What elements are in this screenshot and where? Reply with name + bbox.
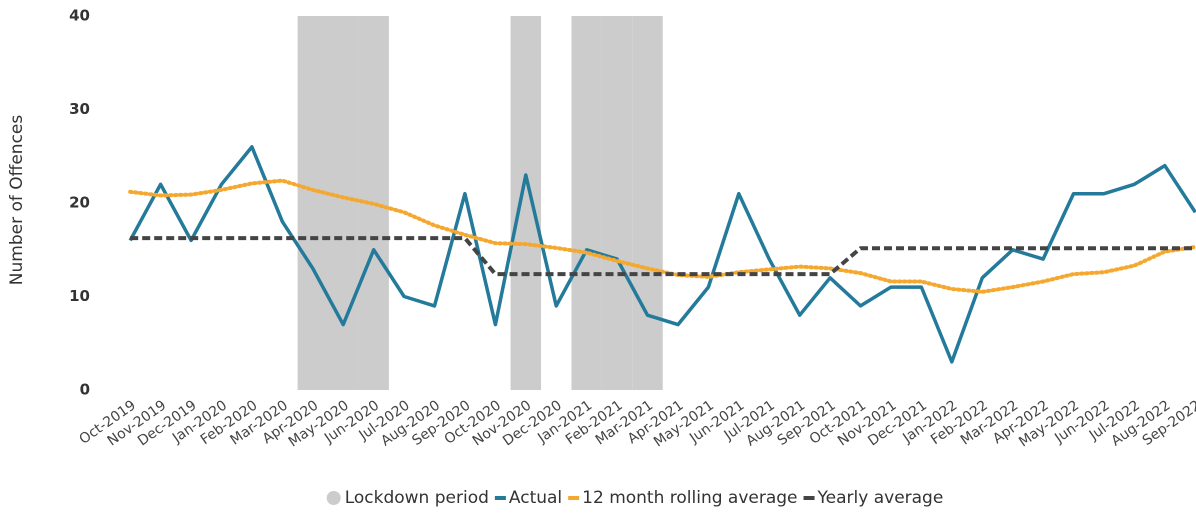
legend-swatch bbox=[568, 496, 580, 500]
legend-swatch bbox=[326, 491, 341, 505]
legend-label: 12 month rolling average bbox=[582, 488, 797, 508]
legend: Lockdown period Actual 12 month rolling av… bbox=[326, 488, 944, 508]
y-tick-label: 10 bbox=[69, 287, 90, 305]
lockdown-bar bbox=[328, 16, 359, 390]
y-axis-title: Number of Offences bbox=[7, 115, 27, 286]
lockdown-bar bbox=[297, 16, 329, 390]
y-tick-label: 40 bbox=[69, 7, 90, 25]
legend-label: Yearly average bbox=[817, 488, 944, 508]
legend-swatch bbox=[494, 496, 506, 500]
lockdown-bar bbox=[632, 16, 663, 390]
legend-label: Lockdown period bbox=[345, 488, 489, 508]
y-tick-label: 30 bbox=[69, 100, 90, 118]
line-dotted bbox=[128, 178, 1196, 294]
lockdown-bar bbox=[601, 16, 633, 390]
legend-swatch bbox=[803, 496, 815, 500]
line-dashed bbox=[130, 236, 1196, 277]
line-solid bbox=[128, 145, 1196, 364]
lockdown-bar bbox=[510, 16, 542, 390]
legend-label: Actual bbox=[509, 488, 562, 508]
lockdown-bar bbox=[571, 16, 602, 390]
y-tick-label: 20 bbox=[69, 194, 90, 212]
y-tick-label: 0 bbox=[80, 381, 90, 399]
